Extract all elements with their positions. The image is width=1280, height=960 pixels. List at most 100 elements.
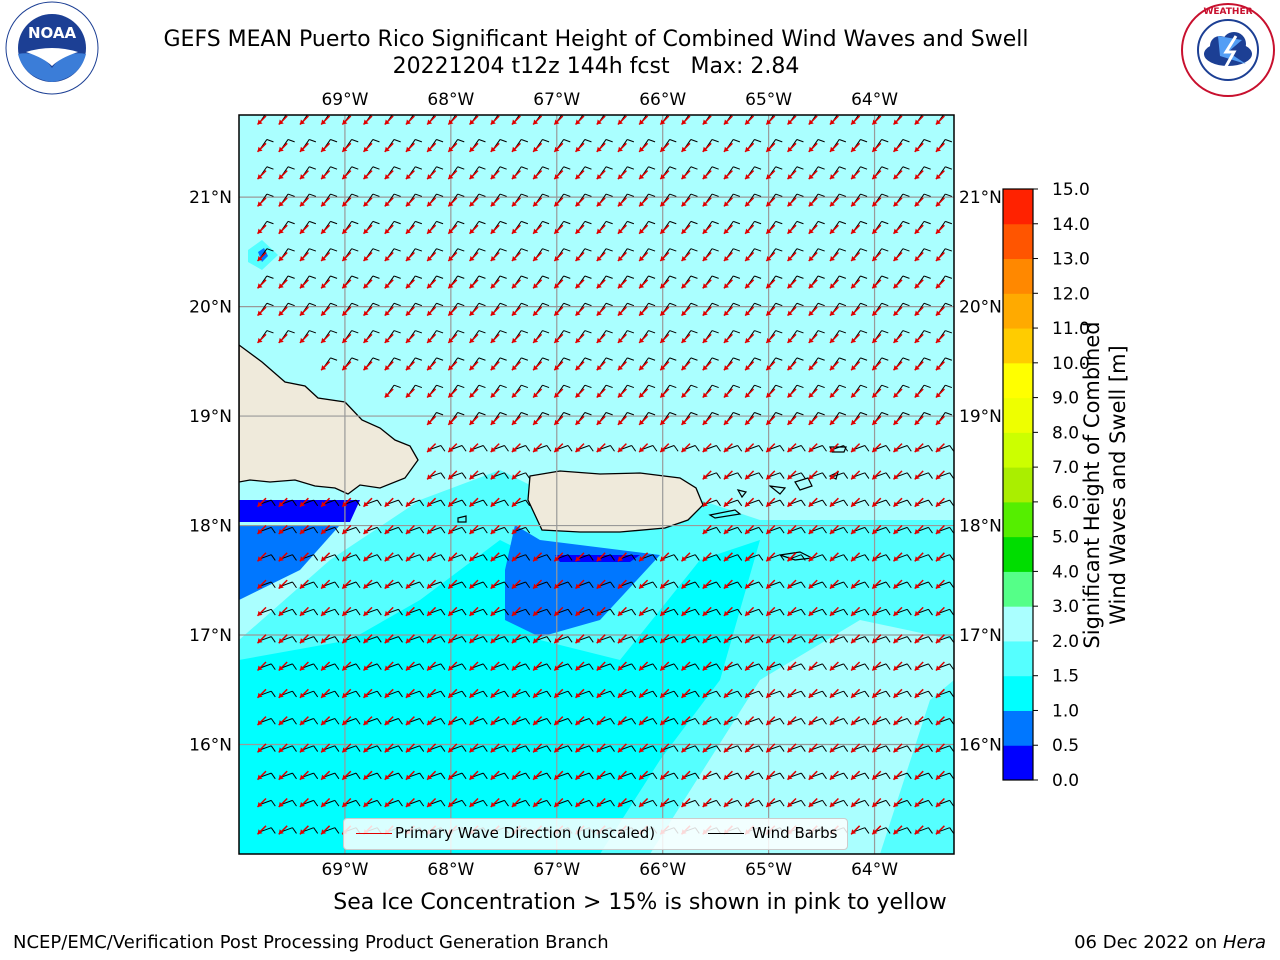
wave-arrow: [405, 251, 415, 262]
wind-barb: [641, 772, 658, 780]
wave-arrow: [850, 661, 861, 672]
wind-barb: [429, 499, 446, 507]
wind-barb: [259, 526, 276, 534]
wind-barb: [747, 445, 764, 452]
wave-arrow: [744, 634, 755, 644]
wind-barb: [365, 718, 382, 725]
wave-arrow: [765, 688, 776, 699]
wind-barb: [768, 608, 785, 616]
wave-arrow: [723, 770, 733, 781]
wave-arrow: [892, 224, 903, 235]
wind-barb: [344, 554, 361, 561]
wind-barb: [281, 772, 297, 780]
map-legend: Primary Wave Direction (unscaled) Wind B…: [343, 818, 848, 850]
wind-barb: [281, 745, 297, 752]
wind-barb: [726, 772, 743, 780]
wind-barb: [450, 718, 467, 725]
wave-arrow: [765, 142, 776, 153]
contour-2-0-light-band: [650, 620, 954, 854]
wind-barb: [917, 608, 933, 616]
colorbar-segment: [1003, 467, 1033, 503]
wind-barb: [683, 663, 700, 670]
wind-barb: [599, 799, 615, 807]
wind-barb: [281, 636, 297, 643]
wind-barb: [450, 445, 467, 452]
wave-arrow: [871, 415, 882, 426]
wind-barb: [281, 663, 297, 670]
wave-arrow: [723, 634, 733, 644]
wind-barb: [577, 581, 594, 589]
wind-barb: [705, 718, 721, 725]
wave-arrow: [511, 688, 521, 699]
wind-barb: [577, 772, 594, 780]
wave-arrow: [490, 224, 500, 235]
wave-arrow: [723, 333, 733, 344]
wave-arrow: [765, 470, 776, 480]
wind-barb: [917, 581, 933, 589]
wind-barb: [726, 799, 743, 807]
wind-barb: [514, 554, 531, 561]
wave-arrow: [299, 306, 309, 317]
wave-arrow: [850, 251, 861, 262]
wind-barb: [662, 772, 679, 780]
wind-barb: [768, 690, 785, 698]
wave-arrow: [532, 716, 543, 726]
wind-barb: [302, 554, 319, 561]
wave-arrow: [426, 716, 437, 726]
wind-barb: [471, 663, 488, 670]
wave-arrow: [426, 688, 437, 699]
wind-barb: [493, 445, 509, 452]
hispaniola-coast: [239, 344, 419, 495]
wave-arrow: [278, 497, 288, 508]
wave-arrow: [468, 333, 479, 344]
wave-arrow: [808, 797, 818, 808]
wave-arrow: [617, 443, 627, 453]
wind-barb: [832, 554, 849, 561]
wave-arrow: [723, 361, 733, 371]
wave-arrow: [659, 688, 670, 699]
wave-direction-legend-label: Primary Wave Direction (unscaled): [395, 824, 656, 842]
wave-arrow: [871, 388, 882, 399]
wave-arrow: [892, 197, 903, 207]
wind-barb: [811, 526, 827, 534]
wind-barb: [683, 554, 700, 561]
wave-arrow: [786, 333, 797, 344]
wave-arrow: [808, 170, 818, 180]
wave-arrow: [638, 224, 649, 235]
wave-arrow: [447, 115, 458, 126]
wave-arrow: [384, 333, 394, 344]
wave-arrow: [914, 333, 924, 344]
wave-arrow: [638, 579, 649, 590]
wave-arrow: [744, 306, 755, 317]
wave-arrow: [786, 170, 797, 180]
wave-arrow: [680, 251, 691, 262]
svg-text:NOAA: NOAA: [28, 24, 77, 42]
wave-arrow: [744, 333, 755, 344]
wind-barb: [514, 581, 531, 589]
colorbar-label-line1: Significant Height of Combined: [1080, 321, 1104, 649]
wave-arrow: [935, 142, 945, 153]
wave-arrow: [914, 170, 924, 180]
wind-barb: [641, 718, 658, 725]
wave-arrow: [596, 415, 606, 426]
wave-arrow: [341, 361, 352, 371]
wave-arrow: [702, 197, 712, 207]
wave-arrow: [426, 497, 437, 508]
wave-arrow: [786, 361, 797, 371]
wave-arrow: [638, 797, 649, 808]
wind-barb: [599, 663, 615, 670]
wave-arrow: [765, 552, 776, 562]
wind-barb: [789, 799, 806, 807]
wind-barb: [514, 445, 531, 452]
wave-arrow: [765, 524, 776, 535]
wave-arrow: [829, 142, 839, 153]
wind-barb: [281, 690, 297, 698]
wind-barb: [832, 718, 849, 725]
wave-arrow: [320, 743, 331, 753]
wind-barb: [556, 608, 573, 616]
wind-barb: [874, 472, 891, 479]
wave-arrow: [892, 142, 903, 153]
wind-barb: [556, 690, 573, 698]
wave-arrow: [256, 115, 267, 126]
wind-barb: [811, 663, 827, 670]
